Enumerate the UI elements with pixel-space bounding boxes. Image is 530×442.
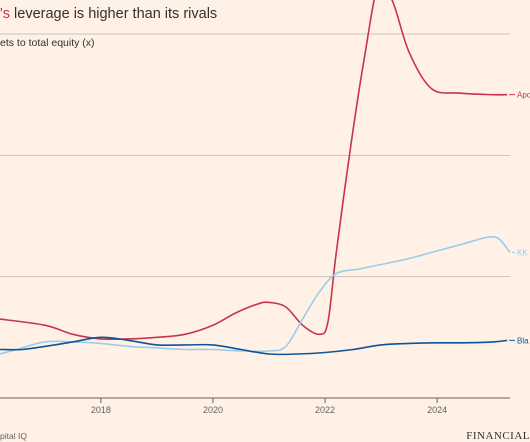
chart-title: 's leverage is higher than its rivals — [0, 6, 217, 22]
x-tick-label: 2024 — [427, 405, 447, 415]
x-tick-label: 2020 — [203, 405, 223, 415]
series-label-kk: KK — [517, 248, 528, 257]
x-axis: 2018 2020 2022 2024 — [0, 397, 510, 415]
chart-title-rest: leverage is higher than its rivals — [10, 6, 218, 22]
series-line-bla — [0, 336, 508, 356]
source-note: pital IQ — [0, 431, 27, 441]
series-lines — [0, 0, 511, 356]
series-line-apo — [0, 0, 508, 341]
chart-title-highlight: 's — [0, 6, 11, 22]
series-label-bla: Bla — [517, 336, 529, 345]
series-label-apo: Apo — [517, 91, 530, 100]
x-tick-label: 2022 — [315, 405, 335, 415]
gridlines — [0, 33, 510, 278]
brand-logo-text: FINANCIAL — [466, 430, 530, 442]
series-end-labels: Apo KK Bla — [509, 91, 530, 345]
series-line-kk — [0, 235, 511, 355]
chart-subtitle: ets to total equity (x) — [0, 37, 95, 49]
x-tick-label: 2018 — [91, 405, 111, 415]
